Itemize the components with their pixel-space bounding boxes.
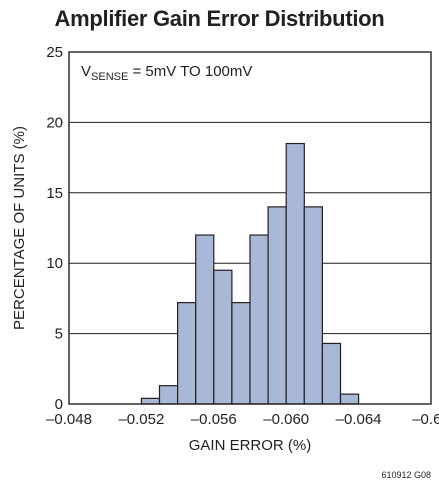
x-tick-label: –0.68 (412, 411, 439, 428)
x-tick-label: –0.064 (336, 411, 382, 428)
y-tick-label: 5 (55, 326, 63, 343)
histogram-bar (195, 234, 215, 405)
histogram-bar (267, 206, 287, 405)
y-tick-label: 25 (46, 44, 63, 61)
histogram-bar (339, 393, 360, 405)
y-tick-label: 15 (46, 185, 63, 202)
histogram-bar (303, 206, 323, 405)
y-tick-label: 10 (46, 255, 63, 272)
y-tick-label: 20 (46, 114, 63, 131)
histogram-bar (177, 302, 197, 405)
histogram-bar (158, 385, 179, 405)
y-axis-label: PERCENTAGE OF UNITS (%) (11, 126, 28, 330)
chart-title: Amplifier Gain Error Distribution (54, 6, 385, 31)
plot-frame (68, 51, 432, 405)
histogram-bar (249, 234, 269, 405)
x-tick-label: –0.056 (191, 411, 237, 428)
x-tick-label: –0.048 (46, 411, 92, 428)
x-tick-label: –0.060 (263, 411, 309, 428)
histogram-bar (231, 302, 251, 405)
histogram-bar (285, 142, 305, 405)
x-axis-label: GAIN ERROR (%) (189, 437, 312, 454)
histogram-bar (140, 397, 161, 405)
histogram-bar (321, 342, 342, 405)
figure-code: 610912 G08 (381, 470, 431, 480)
histogram-bar (213, 269, 233, 405)
condition-annotation: VSENSE = 5mV TO 100mV (81, 63, 252, 83)
x-tick-label: –0.052 (118, 411, 164, 428)
y-tick-label: 0 (55, 396, 63, 413)
